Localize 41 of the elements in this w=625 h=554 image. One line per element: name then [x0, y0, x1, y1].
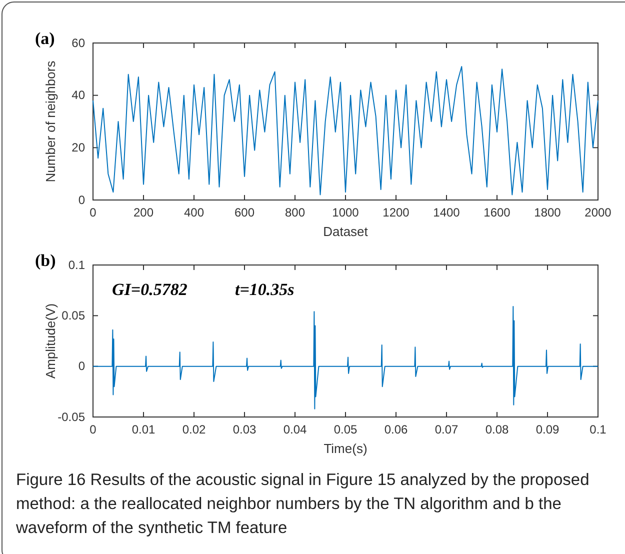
y-tick-label: 40: [72, 88, 86, 102]
annotation: t=10.35s: [235, 280, 295, 299]
x-tick-label: 0.01: [132, 422, 156, 437]
y-tick-label: 0: [78, 192, 86, 207]
x-tick-label: 0.1: [590, 422, 607, 437]
x-tick-label: 0.08: [485, 422, 509, 437]
x-axis-title: Dataset: [323, 224, 368, 239]
x-tick-label: 1400: [433, 206, 460, 220]
x-tick-label: 1000: [332, 206, 360, 220]
x-tick-label: 0.03: [232, 422, 256, 437]
x-tick-label: 0: [90, 206, 97, 220]
x-tick-label: 0.05: [334, 422, 358, 437]
line-series: [92, 306, 598, 410]
y-axis-title: Amplitude(V): [43, 303, 58, 379]
x-tick-label: 0.09: [536, 422, 560, 437]
x-tick-label: 0.04: [283, 422, 307, 437]
y-tick-label: 60: [72, 36, 86, 50]
x-tick-label: 600: [234, 206, 255, 220]
x-tick-label: 2000: [584, 206, 612, 220]
x-tick-label: 0.06: [384, 422, 408, 437]
x-tick-label: 0.02: [182, 422, 206, 437]
x-tick-label: 1200: [382, 206, 410, 220]
x-tick-label: 1600: [484, 206, 511, 220]
y-tick-label: 20: [72, 140, 86, 155]
x-tick-label: 0.07: [434, 422, 458, 437]
line-series: [92, 66, 598, 196]
y-tick-label: 0.1: [68, 258, 86, 272]
caption: Figure 16 Results of the acoustic signal in Figure 15 analyzed by the proposed method: a the reallocated neighbor numbers by the TN algorithm and b the waveform of the synthetic TM feature: [15, 471, 590, 537]
y-tick-label: 0: [78, 359, 86, 374]
x-tick-label: 200: [133, 206, 154, 220]
chart-title: (b): [35, 251, 56, 270]
x-tick-label: 800: [284, 206, 306, 220]
y-axis-title: Number of neighbors: [43, 60, 58, 182]
chart-title: (a): [35, 29, 55, 48]
y-tick-label: -0.05: [58, 410, 86, 424]
x-tick-label: 1800: [534, 206, 562, 220]
x-axis-title: Time(s): [324, 441, 368, 456]
y-tick-label: 0.05: [62, 308, 86, 323]
x-tick-label: 400: [184, 206, 204, 220]
annotation: GI=0.5782: [112, 280, 188, 299]
x-tick-label: 0: [90, 422, 97, 437]
